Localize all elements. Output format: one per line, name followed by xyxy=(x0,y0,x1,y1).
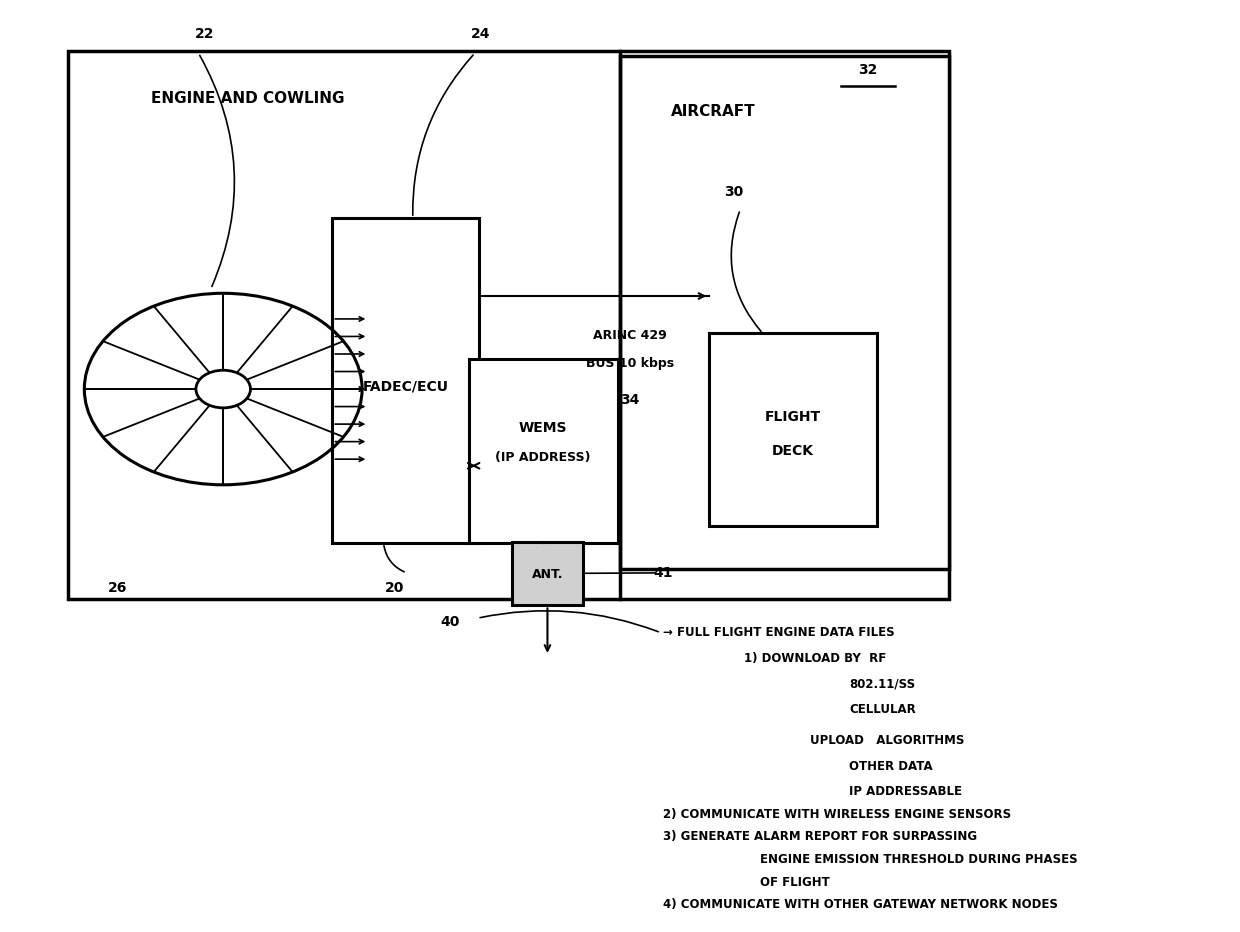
Text: IP ADDRESSABLE: IP ADDRESSABLE xyxy=(849,786,962,799)
Text: OTHER DATA: OTHER DATA xyxy=(849,760,932,773)
Bar xyxy=(512,542,583,605)
Text: 3) GENERATE ALARM REPORT FOR SURPASSING: 3) GENERATE ALARM REPORT FOR SURPASSING xyxy=(663,829,977,843)
Text: ARINC 429: ARINC 429 xyxy=(593,329,667,342)
Text: CELLULAR: CELLULAR xyxy=(849,703,916,716)
Bar xyxy=(332,218,479,543)
Text: 802.11/SS: 802.11/SS xyxy=(849,678,915,691)
Text: AIRCRAFT: AIRCRAFT xyxy=(671,103,755,118)
Text: 40: 40 xyxy=(440,615,460,629)
Text: 20: 20 xyxy=(384,582,404,596)
Text: FADEC/ECU: FADEC/ECU xyxy=(362,379,449,393)
Bar xyxy=(709,334,877,526)
Text: ENGINE AND COWLING: ENGINE AND COWLING xyxy=(151,90,345,106)
Text: DECK: DECK xyxy=(771,445,813,459)
Text: ENGINE EMISSION THRESHOLD DURING PHASES: ENGINE EMISSION THRESHOLD DURING PHASES xyxy=(760,853,1078,866)
Text: 26: 26 xyxy=(108,582,128,596)
Circle shape xyxy=(196,370,250,408)
Text: → FULL FLIGHT ENGINE DATA FILES: → FULL FLIGHT ENGINE DATA FILES xyxy=(663,626,895,639)
Bar xyxy=(469,359,618,543)
Bar xyxy=(620,56,949,569)
Text: 22: 22 xyxy=(195,27,215,41)
Text: BUS 10 kbps: BUS 10 kbps xyxy=(585,357,675,370)
Text: 34: 34 xyxy=(620,393,640,407)
Bar xyxy=(68,51,949,598)
Text: 41: 41 xyxy=(653,566,673,580)
Text: UPLOAD   ALGORITHMS: UPLOAD ALGORITHMS xyxy=(810,734,963,747)
Text: (IP ADDRESS): (IP ADDRESS) xyxy=(495,451,591,464)
Text: WEMS: WEMS xyxy=(518,420,568,434)
Text: ANT.: ANT. xyxy=(532,569,563,581)
Text: 24: 24 xyxy=(471,27,491,41)
Text: 30: 30 xyxy=(724,185,744,199)
Text: 1) DOWNLOAD BY  RF: 1) DOWNLOAD BY RF xyxy=(744,651,887,665)
Text: FLIGHT: FLIGHT xyxy=(764,410,821,424)
Text: 32: 32 xyxy=(858,63,878,77)
Text: 4) COMMUNICATE WITH OTHER GATEWAY NETWORK NODES: 4) COMMUNICATE WITH OTHER GATEWAY NETWOR… xyxy=(663,898,1058,911)
Text: 2) COMMUNICATE WITH WIRELESS ENGINE SENSORS: 2) COMMUNICATE WITH WIRELESS ENGINE SENS… xyxy=(663,807,1012,820)
Text: OF FLIGHT: OF FLIGHT xyxy=(760,876,830,889)
